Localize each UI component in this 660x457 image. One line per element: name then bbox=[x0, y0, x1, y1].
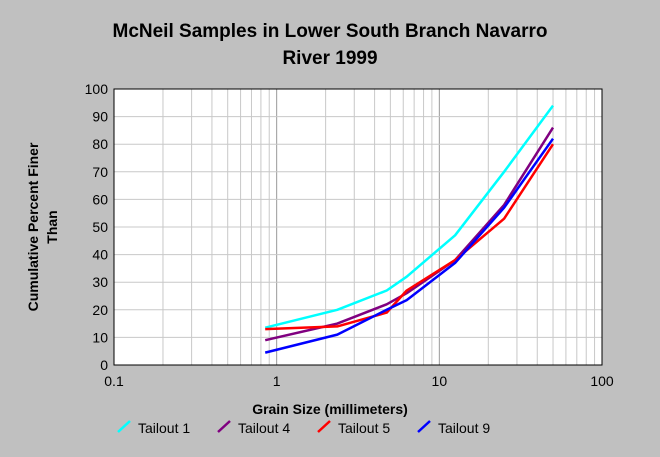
x-tick-label: 1 bbox=[273, 373, 281, 389]
series-line-tailout-4 bbox=[264, 126, 555, 342]
legend-label: Tailout 4 bbox=[238, 420, 290, 436]
x-tick-label: 10 bbox=[432, 373, 448, 389]
y-tick-label: 20 bbox=[92, 302, 108, 318]
legend-swatch bbox=[217, 420, 231, 433]
tick-labels: 0 10 20 30 40 50 60 70 80 90 100 0.1 1 10 100 bbox=[85, 81, 614, 389]
y-tick-label: 30 bbox=[92, 274, 108, 290]
series-line-tailout-1 bbox=[264, 104, 555, 329]
x-tick-label: 100 bbox=[590, 373, 614, 389]
y-tick-label: 100 bbox=[85, 81, 109, 97]
y-tick-label: 0 bbox=[100, 357, 108, 373]
legend-swatch bbox=[317, 420, 331, 433]
series-lines bbox=[264, 104, 555, 354]
legend-swatch bbox=[117, 420, 131, 433]
chart-title-line-1: McNeil Samples in Lower South Branch Nav… bbox=[113, 21, 548, 42]
y-axis-label-line-2: Than bbox=[44, 210, 60, 243]
y-tick-label: 70 bbox=[92, 164, 108, 180]
legend-swatch bbox=[417, 420, 431, 433]
legend-label: Tailout 1 bbox=[138, 420, 190, 436]
x-axis-label: Grain Size (millimeters) bbox=[252, 401, 408, 417]
chart-title-line-2: River 1999 bbox=[282, 48, 377, 69]
series-line-tailout-9 bbox=[264, 137, 555, 354]
y-tick-label: 90 bbox=[92, 109, 108, 125]
legend-label: Tailout 9 bbox=[438, 420, 490, 436]
legend-label: Tailout 5 bbox=[338, 420, 390, 436]
y-tick-label: 50 bbox=[92, 219, 108, 235]
y-axis-label-line-1: Cumulative Percent Finer bbox=[25, 142, 41, 311]
x-tick-label: 0.1 bbox=[104, 373, 124, 389]
y-tick-label: 10 bbox=[92, 329, 108, 345]
y-tick-label: 40 bbox=[92, 247, 108, 263]
y-tick-label: 80 bbox=[92, 136, 108, 152]
series-line-tailout-5 bbox=[265, 143, 555, 331]
plot-frame bbox=[113, 88, 603, 366]
y-tick-label: 60 bbox=[92, 191, 108, 207]
legend: Tailout 1 Tailout 4 Tailout 5 Tailout 9 bbox=[117, 420, 490, 436]
